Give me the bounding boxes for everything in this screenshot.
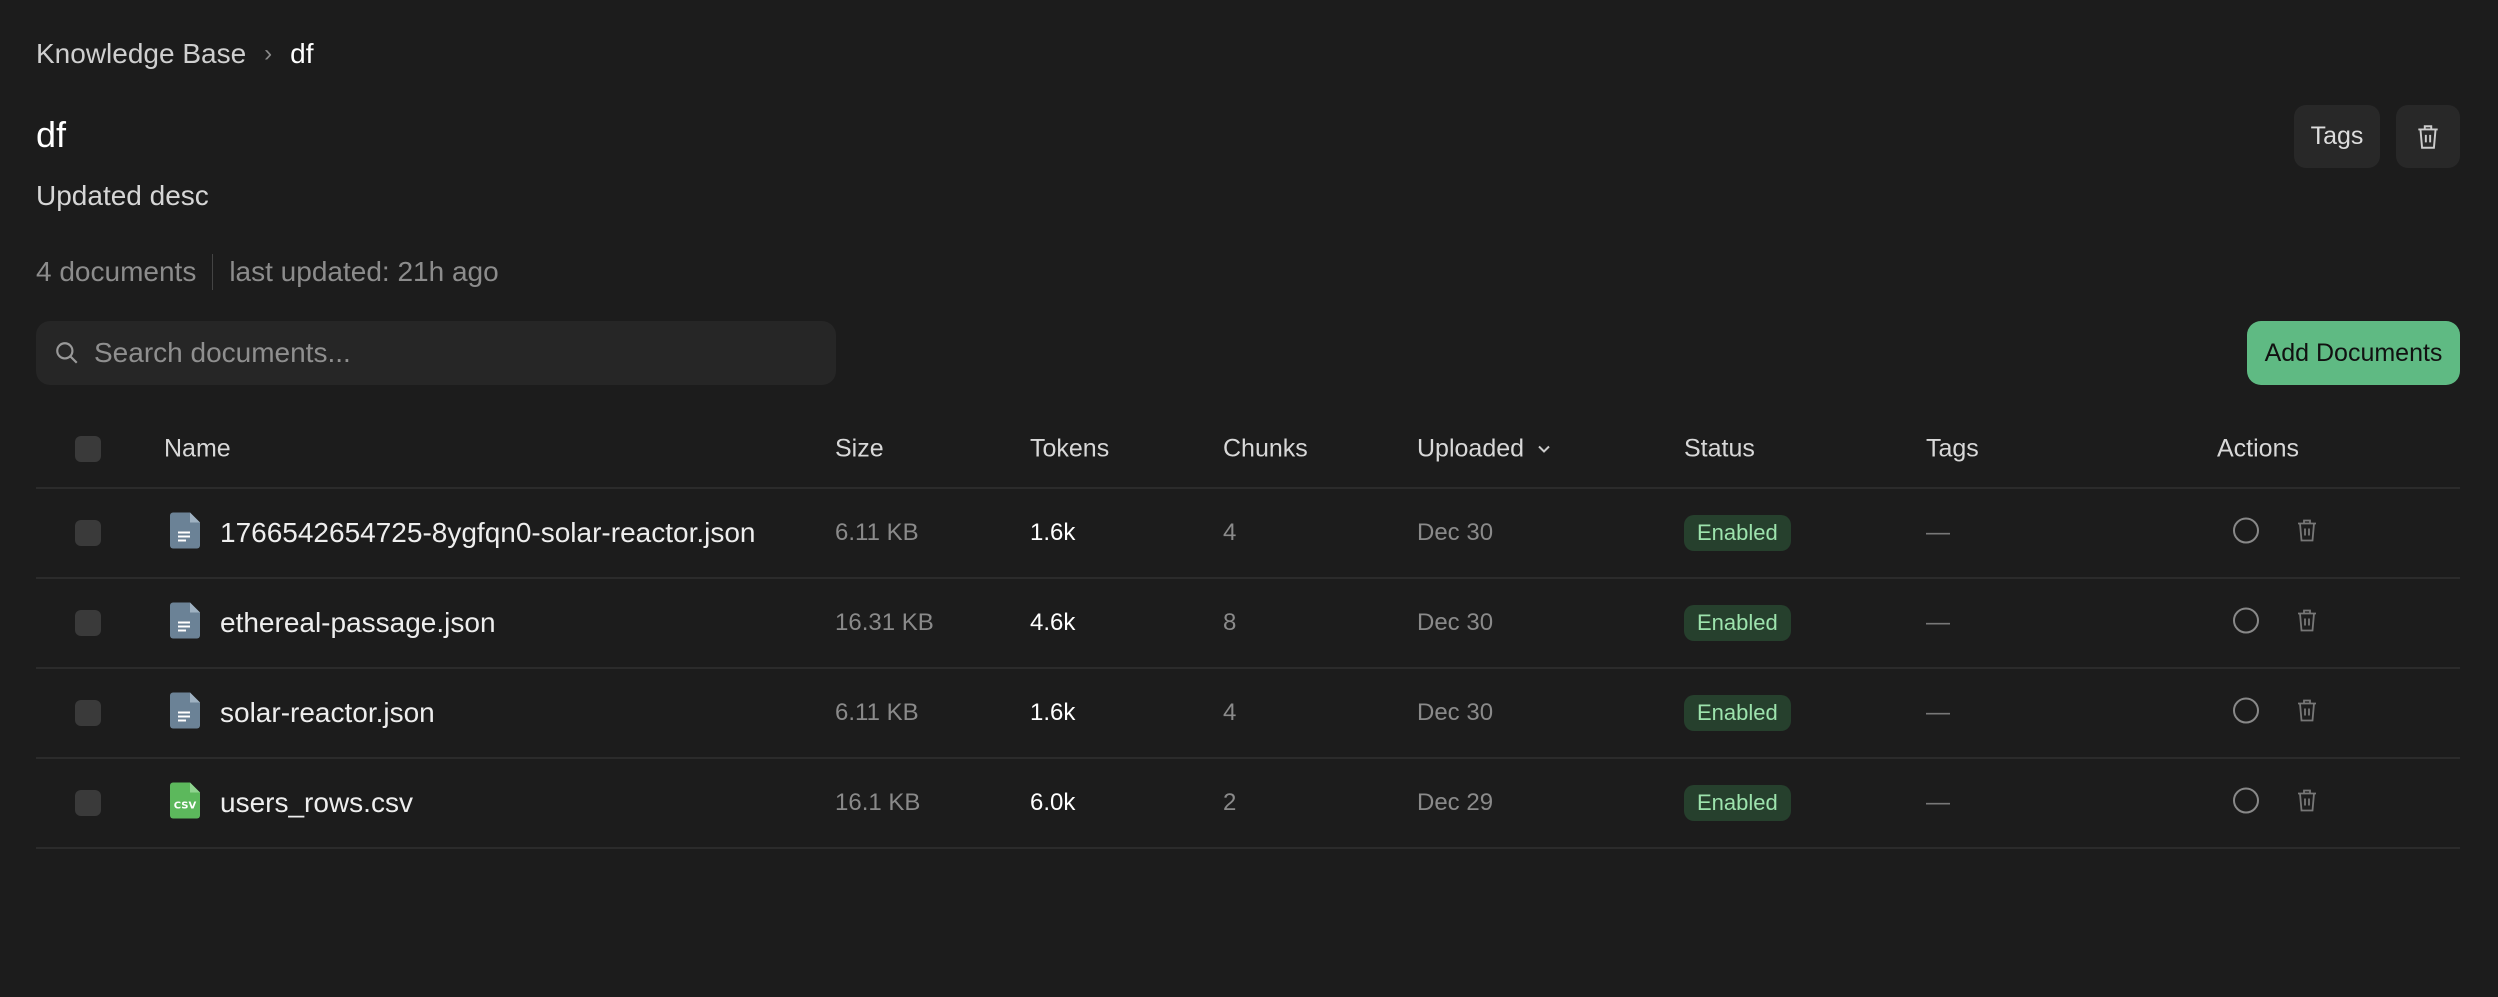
document-name[interactable]: users_rows.csv	[220, 787, 413, 818]
row-checkbox[interactable]	[75, 700, 101, 726]
csv-file-icon: CSV	[170, 782, 200, 824]
table-header: Name Size Tokens Chunks Uploaded Status …	[36, 410, 2460, 489]
page-title: df	[36, 114, 67, 155]
document-chunks: 2	[1223, 789, 1237, 816]
toggle-status-button[interactable]	[2232, 787, 2260, 820]
circle-icon	[2233, 607, 2259, 634]
document-chunks: 4	[1223, 699, 1237, 726]
header-tags[interactable]: Tags	[1926, 434, 1979, 462]
row-checkbox[interactable]	[75, 610, 101, 636]
circle-icon	[2233, 697, 2259, 724]
status-badge[interactable]: Enabled	[1684, 515, 1791, 551]
search-input[interactable]	[94, 337, 794, 369]
select-all-checkbox[interactable]	[75, 435, 101, 462]
document-count: 4 documents	[36, 256, 197, 287]
circle-icon	[2233, 517, 2259, 544]
document-tokens: 1.6k	[1030, 699, 1076, 726]
table-row[interactable]: ethereal-passage.json 16.31 KB 4.6k 8 De…	[36, 579, 2460, 669]
search-icon	[56, 342, 78, 364]
document-chunks: 4	[1223, 519, 1237, 546]
csv-label: CSV	[174, 801, 197, 812]
delete-document-button[interactable]	[2295, 607, 2319, 640]
table-row[interactable]: 1766542654725-8ygfqn0-solar-reactor.json…	[36, 489, 2460, 579]
document-tokens: 1.6k	[1030, 519, 1076, 546]
document-uploaded: Dec 29	[1417, 789, 1494, 816]
document-tags: —	[1926, 519, 1950, 546]
breadcrumb: Knowledge Base › df	[36, 38, 314, 70]
trash-icon	[2298, 519, 2316, 542]
search-bar	[36, 321, 836, 385]
document-size: 16.1 KB	[835, 789, 921, 816]
divider	[212, 254, 214, 290]
toggle-status-button[interactable]	[2232, 607, 2260, 640]
circle-icon	[2233, 787, 2259, 814]
documents-table: Name Size Tokens Chunks Uploaded Status …	[36, 410, 2460, 849]
trash-icon	[2298, 699, 2316, 722]
add-documents-button[interactable]: Add Documents	[2247, 321, 2460, 385]
document-tags: —	[1926, 789, 1950, 816]
document-size: 16.31 KB	[835, 609, 934, 636]
trash-icon	[2298, 609, 2316, 632]
status-badge[interactable]: Enabled	[1684, 785, 1791, 821]
json-file-icon	[170, 692, 200, 734]
toggle-status-button[interactable]	[2232, 517, 2260, 550]
document-uploaded: Dec 30	[1417, 519, 1494, 546]
delete-kb-button[interactable]	[2396, 105, 2460, 168]
document-size: 6.11 KB	[835, 699, 919, 726]
toggle-status-button[interactable]	[2232, 697, 2260, 730]
document-tokens: 6.0k	[1030, 789, 1076, 816]
json-file-icon	[170, 602, 200, 644]
breadcrumb-current: df	[290, 38, 314, 69]
document-tags: —	[1926, 699, 1950, 726]
document-name[interactable]: solar-reactor.json	[220, 697, 435, 728]
header-tokens[interactable]: Tokens	[1030, 434, 1110, 462]
breadcrumb-knowledge-base[interactable]: Knowledge Base	[36, 38, 247, 69]
header-size[interactable]: Size	[835, 434, 884, 462]
header-actions: Actions	[2217, 434, 2299, 462]
delete-document-button[interactable]	[2295, 517, 2319, 550]
table-row[interactable]: solar-reactor.json 6.11 KB 1.6k 4 Dec 30…	[36, 669, 2460, 759]
header-chunks[interactable]: Chunks	[1223, 434, 1308, 462]
row-checkbox[interactable]	[75, 790, 101, 816]
last-updated: last updated: 21h ago	[229, 256, 499, 287]
document-uploaded: Dec 30	[1417, 609, 1494, 636]
header-uploaded[interactable]: Uploaded	[1417, 434, 1552, 463]
document-name[interactable]: ethereal-passage.json	[220, 607, 496, 638]
json-file-icon	[170, 512, 200, 554]
trash-icon	[2298, 789, 2316, 812]
trash-icon	[2418, 124, 2438, 149]
status-badge[interactable]: Enabled	[1684, 695, 1791, 731]
chevron-down-icon	[1538, 445, 1550, 453]
tags-button[interactable]: Tags	[2294, 105, 2380, 168]
document-tags: —	[1926, 609, 1950, 636]
status-badge[interactable]: Enabled	[1684, 605, 1791, 641]
document-uploaded: Dec 30	[1417, 699, 1494, 726]
header-status[interactable]: Status	[1684, 434, 1755, 462]
header-name[interactable]: Name	[164, 434, 231, 462]
delete-document-button[interactable]	[2295, 787, 2319, 820]
chevron-right-icon: ›	[264, 40, 273, 67]
table-row[interactable]: CSV users_rows.csv 16.1 KB 6.0k 2 Dec 29…	[36, 759, 2460, 849]
document-size: 6.11 KB	[835, 519, 919, 546]
document-chunks: 8	[1223, 609, 1237, 636]
row-checkbox[interactable]	[75, 520, 101, 546]
document-name[interactable]: 1766542654725-8ygfqn0-solar-reactor.json	[220, 517, 756, 548]
document-tokens: 4.6k	[1030, 609, 1076, 636]
page-description: Updated desc	[36, 180, 209, 211]
kb-meta: 4 documents last updated: 21h ago	[36, 254, 499, 290]
delete-document-button[interactable]	[2295, 697, 2319, 730]
header-uploaded-label: Uploaded	[1417, 434, 1525, 462]
